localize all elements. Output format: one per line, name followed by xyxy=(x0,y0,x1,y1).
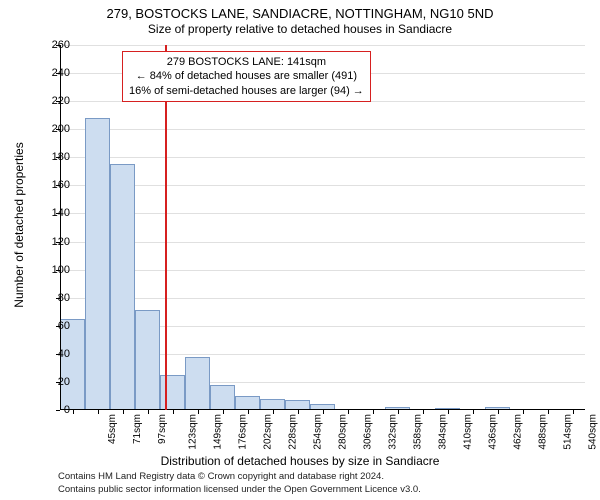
x-tick-mark xyxy=(448,410,449,414)
footer-line-1: Contains HM Land Registry data © Crown c… xyxy=(58,471,421,483)
x-tick-label: 332sqm xyxy=(387,414,398,450)
y-tick-label: 100 xyxy=(52,264,70,276)
x-tick-mark xyxy=(173,410,174,414)
x-tick-mark xyxy=(398,410,399,414)
x-tick-label: 254sqm xyxy=(312,414,323,450)
x-tick-label: 228sqm xyxy=(287,414,298,450)
y-tick-label: 20 xyxy=(58,376,70,388)
x-tick-label: 202sqm xyxy=(262,414,273,450)
y-tick-label: 180 xyxy=(52,151,70,163)
y-tick-label: 80 xyxy=(58,292,70,304)
x-tick-label: 97sqm xyxy=(157,414,168,444)
x-tick-mark xyxy=(248,410,249,414)
x-tick-mark xyxy=(73,410,74,414)
y-tick-mark xyxy=(56,410,60,411)
x-tick-mark xyxy=(198,410,199,414)
footer-attribution: Contains HM Land Registry data © Crown c… xyxy=(58,471,421,496)
x-tick-label: 306sqm xyxy=(362,414,373,450)
y-tick-label: 40 xyxy=(58,348,70,360)
x-tick-mark xyxy=(498,410,499,414)
annotation-line-3: 16% of semi-detached houses are larger (… xyxy=(129,84,364,98)
y-tick-label: 140 xyxy=(52,207,70,219)
x-tick-label: 540sqm xyxy=(587,414,598,450)
annotation-line-1: 279 BOSTOCKS LANE: 141sqm xyxy=(129,55,364,69)
x-tick-label: 358sqm xyxy=(412,414,423,450)
x-tick-mark xyxy=(273,410,274,414)
y-tick-label: 120 xyxy=(52,236,70,248)
x-tick-label: 462sqm xyxy=(512,414,523,450)
x-tick-mark xyxy=(548,410,549,414)
x-tick-mark xyxy=(473,410,474,414)
page-subtitle: Size of property relative to detached ho… xyxy=(0,22,600,36)
annotation-box: 279 BOSTOCKS LANE: 141sqm ← 84% of detac… xyxy=(122,51,371,102)
y-tick-label: 200 xyxy=(52,123,70,135)
annotation-line-2: ← 84% of detached houses are smaller (49… xyxy=(129,69,364,83)
x-tick-label: 45sqm xyxy=(107,414,118,444)
y-tick-label: 240 xyxy=(52,67,70,79)
x-tick-mark xyxy=(423,410,424,414)
x-tick-mark xyxy=(348,410,349,414)
x-tick-mark xyxy=(123,410,124,414)
chart-plot-area: 45sqm71sqm97sqm123sqm149sqm176sqm202sqm2… xyxy=(60,45,585,410)
x-tick-mark xyxy=(573,410,574,414)
x-tick-label: 176sqm xyxy=(237,414,248,450)
y-tick-label: 220 xyxy=(52,95,70,107)
x-tick-label: 488sqm xyxy=(537,414,548,450)
y-tick-label: 260 xyxy=(52,39,70,51)
x-tick-mark xyxy=(98,410,99,414)
x-tick-mark xyxy=(148,410,149,414)
y-tick-label: 0 xyxy=(64,404,70,416)
x-tick-label: 280sqm xyxy=(337,414,348,450)
y-tick-label: 60 xyxy=(58,320,70,332)
x-tick-label: 436sqm xyxy=(487,414,498,450)
footer-line-2: Contains public sector information licen… xyxy=(58,484,421,496)
x-tick-label: 514sqm xyxy=(562,414,573,450)
x-tick-mark xyxy=(223,410,224,414)
x-tick-mark xyxy=(298,410,299,414)
y-tick-label: 160 xyxy=(52,179,70,191)
x-tick-mark xyxy=(373,410,374,414)
x-tick-label: 149sqm xyxy=(212,414,223,450)
page-title: 279, BOSTOCKS LANE, SANDIACRE, NOTTINGHA… xyxy=(0,6,600,21)
x-tick-mark xyxy=(523,410,524,414)
x-axis-label: Distribution of detached houses by size … xyxy=(0,454,600,468)
x-tick-label: 384sqm xyxy=(437,414,448,450)
x-tick-label: 123sqm xyxy=(187,414,198,450)
x-tick-label: 410sqm xyxy=(462,414,473,450)
x-tick-label: 71sqm xyxy=(132,414,143,444)
y-axis-label: Number of detached properties xyxy=(12,142,26,307)
x-tick-mark xyxy=(323,410,324,414)
